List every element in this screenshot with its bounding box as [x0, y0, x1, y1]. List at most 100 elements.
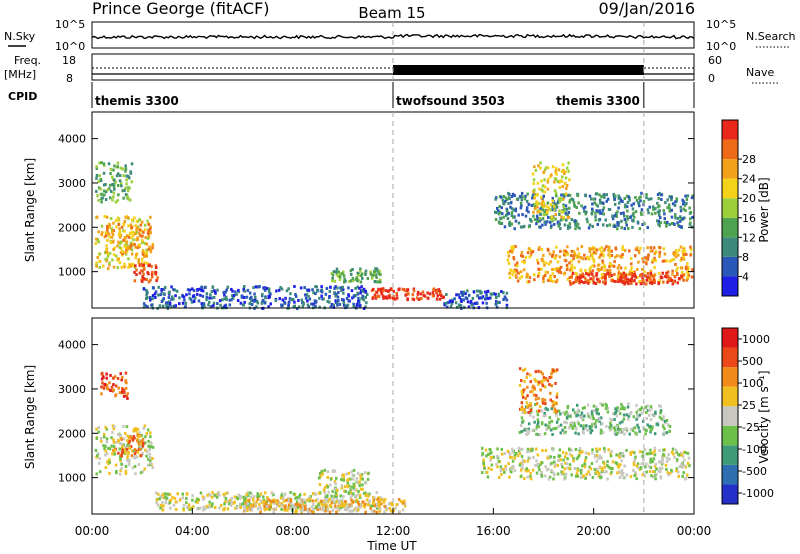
velocity-cell [686, 473, 689, 477]
power-cell [96, 256, 99, 259]
cpid-segment-label: themis 3300 [95, 94, 179, 108]
velocity-cell [502, 468, 505, 471]
power-cell [575, 219, 578, 223]
velocity-cell [376, 506, 379, 510]
velocity-cell [148, 452, 151, 456]
velocity-cell [618, 421, 622, 425]
power-cell [502, 291, 505, 295]
power-cell [541, 208, 545, 212]
power-cell [536, 181, 540, 185]
power-cell [147, 264, 150, 268]
power-cell [261, 292, 264, 296]
velocity-cell [563, 420, 566, 424]
velocity-cell [125, 381, 128, 385]
power-cell [585, 217, 589, 221]
power-cell [559, 265, 563, 269]
power-cell [506, 217, 510, 221]
velocity-cell [376, 497, 380, 501]
power-cell [404, 289, 407, 293]
velocity-cell [366, 477, 370, 481]
velocity-cell [664, 463, 668, 467]
power-cell [554, 213, 557, 216]
velocity-cell [339, 494, 342, 498]
power-cell [116, 165, 119, 169]
power-cell [549, 260, 552, 264]
power-cell [642, 199, 646, 203]
velocity-cell [622, 417, 626, 421]
velocity-swatch [722, 328, 738, 348]
velocity-cell [128, 439, 131, 443]
power-cell [684, 267, 688, 271]
velocity-cell [178, 498, 182, 502]
velocity-cell [355, 476, 359, 480]
power-cell [512, 246, 515, 250]
power-cell [560, 215, 563, 219]
power-cell [216, 302, 219, 305]
velocity-cell [375, 510, 379, 514]
power-cell [498, 210, 502, 214]
power-cell [559, 179, 562, 183]
power-cell [547, 177, 550, 181]
velocity-cell [149, 461, 153, 465]
velocity-cell [668, 471, 672, 475]
power-cell [535, 200, 538, 204]
velocity-cell [541, 421, 544, 425]
velocity-cell [140, 439, 143, 443]
velocity-cell [672, 452, 675, 456]
power-cell [584, 280, 587, 284]
power-cell [620, 274, 623, 278]
power-cell [320, 294, 323, 298]
power-cell [373, 269, 377, 273]
power-cell [579, 269, 582, 273]
velocity-cell [649, 466, 653, 469]
power-cell [269, 302, 272, 306]
velocity-cell [592, 409, 596, 413]
velocity-cell [253, 495, 256, 498]
velocity-cell [141, 444, 145, 448]
power-cell [196, 292, 199, 296]
velocity-cell [133, 464, 137, 468]
velocity-cell [202, 508, 205, 512]
velocity-cell [598, 419, 601, 423]
date-title: 09/Jan/2016 [598, 0, 695, 18]
velocity-cell [263, 508, 267, 511]
velocity-cell [553, 455, 556, 459]
velocity-cell [601, 468, 605, 472]
power-cell [596, 267, 599, 271]
power-cell [147, 247, 150, 251]
velocity-cell [337, 504, 340, 508]
velocity-cell [597, 474, 600, 478]
velocity-cell [595, 454, 599, 458]
velocity-cell [561, 465, 564, 469]
power-cell [221, 298, 224, 302]
velocity-cell [228, 502, 231, 506]
power-cell [665, 259, 668, 263]
velocity-cell [546, 408, 549, 412]
power-cell [555, 172, 558, 176]
power-cell [344, 279, 347, 283]
power-cell [250, 295, 253, 299]
power-cell [340, 289, 343, 293]
power-cell [564, 204, 568, 208]
velocity-cell [638, 429, 641, 433]
power-cell [294, 293, 297, 296]
power-cell [362, 298, 366, 302]
power-cell [536, 202, 539, 206]
power-cell [514, 274, 517, 278]
velocity-cell [146, 450, 149, 454]
velocity-cell [520, 379, 523, 383]
power-cell [444, 301, 448, 305]
power-cell [131, 242, 134, 246]
velocity-cell [576, 403, 579, 407]
velocity-cell [528, 456, 532, 460]
power-cell [500, 290, 503, 293]
velocity-cell [645, 462, 648, 466]
velocity-cell [402, 501, 405, 505]
velocity-cell [105, 427, 108, 431]
velocity-cell [250, 492, 253, 496]
velocity-cell [117, 451, 120, 455]
power-cell [97, 198, 100, 202]
power-cell [663, 259, 667, 263]
power-cell [676, 216, 680, 220]
power-cell [649, 269, 653, 273]
